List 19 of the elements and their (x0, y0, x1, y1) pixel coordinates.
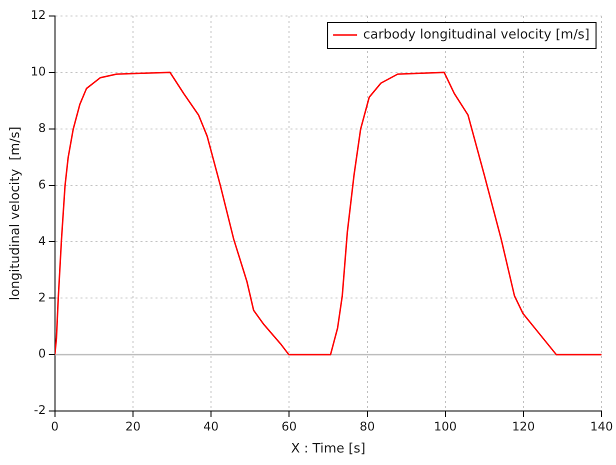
y-tick-label: 12 (30, 8, 46, 22)
x-tick-label: 20 (125, 419, 141, 434)
x-tick-label: 40 (203, 419, 219, 434)
x-tick-label: 80 (360, 419, 375, 434)
y-tick-label: -2 (34, 403, 46, 418)
y-tick-label: 0 (38, 346, 46, 361)
y-tick-label: 10 (30, 64, 46, 79)
x-tick-label: 140 (590, 419, 613, 434)
x-axis-title: X : Time [s] (291, 442, 366, 457)
x-tick-label: 60 (282, 419, 297, 434)
y-tick-label: 8 (38, 120, 46, 135)
legend-label: carbody longitudinal velocity [m/s] (363, 27, 590, 42)
x-tick-label: 0 (51, 419, 59, 434)
y-tick-label: 6 (38, 177, 46, 192)
x-tick-label: 100 (434, 419, 457, 434)
y-tick-label: 2 (38, 290, 46, 304)
y-axis-title: longitudinal velocity [m/s] (8, 126, 24, 300)
x-tick-label: 120 (512, 419, 535, 434)
y-tick-label: 4 (38, 234, 46, 248)
